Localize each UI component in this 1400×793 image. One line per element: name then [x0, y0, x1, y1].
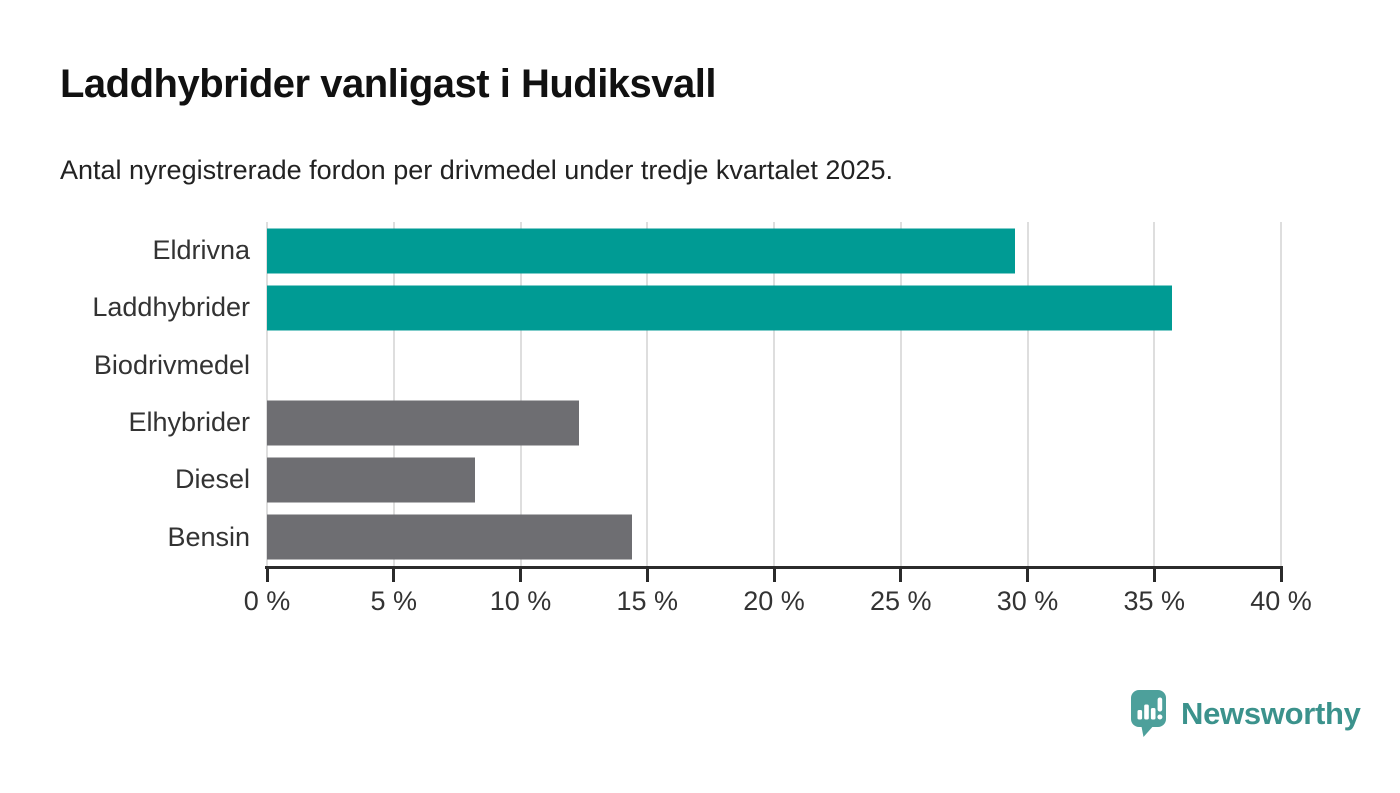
- x-tick-label-25: 25 %: [869, 586, 932, 616]
- x-axis-line: [265, 566, 1283, 569]
- bar-bensin: [267, 514, 633, 560]
- newsworthy-bubble-chart-icon: [1131, 690, 1166, 737]
- chart-title: Laddhybrider vanligast i Hudiksvall: [60, 62, 717, 106]
- gridline-30: [1026, 222, 1029, 566]
- x-tick-15: [645, 569, 649, 582]
- bar-row-bensin: [267, 509, 1281, 566]
- category-label-elhybrider: Elhybrider: [128, 407, 250, 438]
- x-tick-label-30: 30 %: [996, 586, 1059, 616]
- bar-diesel: [267, 457, 475, 503]
- category-axis-labels: Eldrivna Laddhybrider Biodrivmedel Elhybrid…: [0, 222, 250, 566]
- gridline-40: [1280, 222, 1282, 566]
- bar-rows: [267, 222, 1281, 566]
- x-tick-5: [392, 569, 396, 582]
- bar-eldrivna: [267, 228, 1015, 274]
- x-tick-25: [899, 569, 903, 582]
- x-tick-label-35: 35 %: [1123, 586, 1186, 616]
- x-tick-label-0: 0 %: [243, 586, 291, 616]
- x-tick-30: [1026, 569, 1029, 582]
- category-label-bensin: Bensin: [167, 521, 250, 552]
- x-tick-35: [1152, 569, 1156, 582]
- gridline-35: [1153, 222, 1156, 566]
- gridline-0: [266, 222, 268, 566]
- bar-elhybrider: [267, 400, 579, 446]
- bar-row-biodrivmedel: [267, 337, 1281, 394]
- chart-subtitle: Antal nyregistrerade fordon per drivmede…: [60, 155, 893, 185]
- category-label-diesel: Diesel: [174, 464, 250, 495]
- category-label-laddhybrider: Laddhybrider: [92, 292, 250, 323]
- x-tick-0: [265, 569, 269, 582]
- category-label-eldrivna: Eldrivna: [152, 235, 250, 266]
- x-tick-label-40: 40 %: [1250, 586, 1312, 616]
- x-tick-label-15: 15 %: [616, 586, 679, 616]
- x-tick-label-10: 10 %: [489, 586, 552, 616]
- bar-chart: Eldrivna Laddhybrider Biodrivmedel Elhybrid…: [0, 222, 1400, 632]
- x-tick-label-20: 20 %: [743, 586, 805, 616]
- newsworthy-wordmark: Newsworthy: [1181, 696, 1361, 731]
- x-tick-10: [519, 569, 522, 582]
- gridline-20: [773, 222, 775, 566]
- bar-row-laddhybrider: [267, 279, 1281, 336]
- gridline-5: [392, 222, 395, 566]
- bar-laddhybrider: [267, 285, 1172, 331]
- bar-row-elhybrider: [267, 394, 1281, 451]
- x-tick-40: [1279, 569, 1283, 582]
- bar-row-eldrivna: [267, 222, 1281, 279]
- category-label-biodrivmedel: Biodrivmedel: [93, 349, 250, 380]
- plot-area: [266, 222, 1282, 566]
- gridline-10: [519, 222, 522, 566]
- gridline-15: [646, 222, 649, 566]
- newsworthy-logo: Newsworthy: [1130, 689, 1361, 738]
- x-tick-label-5: 5 %: [370, 586, 418, 616]
- gridline-25: [899, 222, 902, 566]
- bar-row-diesel: [267, 451, 1281, 508]
- x-tick-20: [772, 569, 776, 582]
